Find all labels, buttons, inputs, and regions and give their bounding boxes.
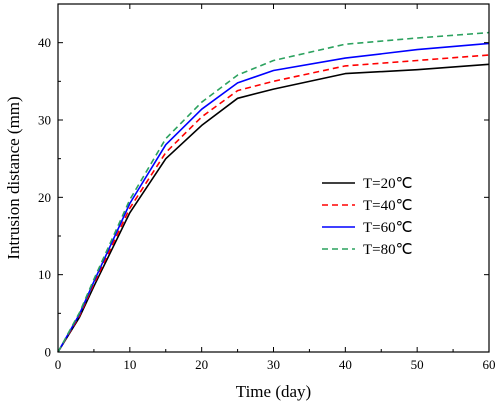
series-line-3 <box>57 42 490 353</box>
legend-label-2: T=40℃ <box>363 198 412 214</box>
x-tick-label: 0 <box>55 357 62 372</box>
y-tick-label: 30 <box>38 113 51 128</box>
x-tick-label: 40 <box>339 357 352 372</box>
y-tick-label: 20 <box>38 190 51 205</box>
series-line-1 <box>57 63 490 353</box>
x-tick-label: 10 <box>123 357 136 372</box>
y-tick-label: 0 <box>45 345 52 360</box>
legend-label-1: T=20℃ <box>363 176 412 192</box>
axes: 0 10 20 30 40 50 60 0 10 20 30 40 <box>38 3 496 372</box>
plot-frame <box>57 3 490 353</box>
x-axis-label: Time (day) <box>236 382 311 401</box>
x-tick-label: 60 <box>483 357 496 372</box>
legend-label-3: T=60℃ <box>363 220 412 236</box>
legend: T=20℃ T=40℃ T=60℃ T=80℃ <box>322 176 412 258</box>
legend-label-4: T=80℃ <box>363 242 412 258</box>
series-line-2 <box>57 54 490 353</box>
x-tick-label: 20 <box>195 357 208 372</box>
plot-area <box>57 31 490 353</box>
y-tick-label: 40 <box>38 35 51 50</box>
series-line-4 <box>57 31 490 353</box>
x-tick-label: 50 <box>411 357 424 372</box>
x-tick-label: 30 <box>267 357 280 372</box>
y-axis-label: Intrusion distance (mm) <box>4 96 23 259</box>
y-tick-label: 10 <box>38 267 51 282</box>
